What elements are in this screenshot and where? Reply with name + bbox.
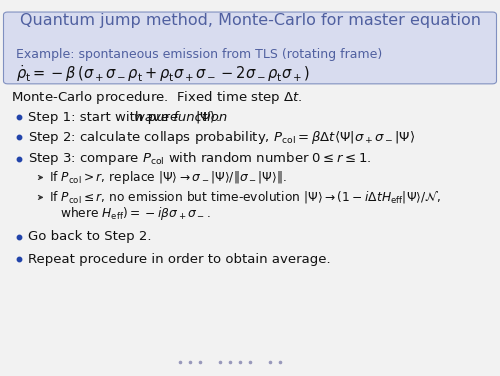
Text: Repeat procedure in order to obtain average.: Repeat procedure in order to obtain aver… [28, 253, 330, 266]
Text: $|\Psi\rangle$.: $|\Psi\rangle$. [195, 109, 220, 125]
FancyBboxPatch shape [4, 12, 496, 84]
Text: Step 2: calculate collaps probability, $P_\mathrm{col} = \beta\Delta t\langle\Ps: Step 2: calculate collaps probability, $… [28, 129, 415, 146]
Text: $\dot{\rho}_\mathrm{t} = -\beta\,(\sigma_+\sigma_-\rho_\mathrm{t} + \rho_\mathrm: $\dot{\rho}_\mathrm{t} = -\beta\,(\sigma… [16, 63, 310, 84]
Text: Quantum jump method, Monte-Carlo for master equation: Quantum jump method, Monte-Carlo for mas… [20, 13, 480, 28]
Text: Go back to Step 2.: Go back to Step 2. [28, 230, 151, 243]
Text: wave function: wave function [134, 111, 227, 124]
Text: Step 3: compare $P_\mathrm{col}$ with random number $0 \leq r \leq 1$.: Step 3: compare $P_\mathrm{col}$ with ra… [28, 150, 371, 167]
Text: Monte-Carlo procedure.  Fixed time step $\Delta t$.: Monte-Carlo procedure. Fixed time step $… [11, 89, 302, 106]
Text: Step 1: start with pure: Step 1: start with pure [28, 111, 182, 124]
Text: Example: spontaneous emission from TLS (rotating frame): Example: spontaneous emission from TLS (… [16, 48, 383, 61]
Text: If $P_\mathrm{col} \leq r$, no emission but time-evolution $|\Psi\rangle \to (1-: If $P_\mathrm{col} \leq r$, no emission … [49, 190, 441, 205]
Text: where $H_\mathrm{eff}) = -i\beta\sigma_+\sigma_-$.: where $H_\mathrm{eff}) = -i\beta\sigma_+… [60, 205, 210, 222]
Text: If $P_\mathrm{col} > r$, replace $|\Psi\rangle \to \sigma_-|\Psi\rangle/\|\sigma: If $P_\mathrm{col} > r$, replace $|\Psi\… [49, 169, 287, 186]
